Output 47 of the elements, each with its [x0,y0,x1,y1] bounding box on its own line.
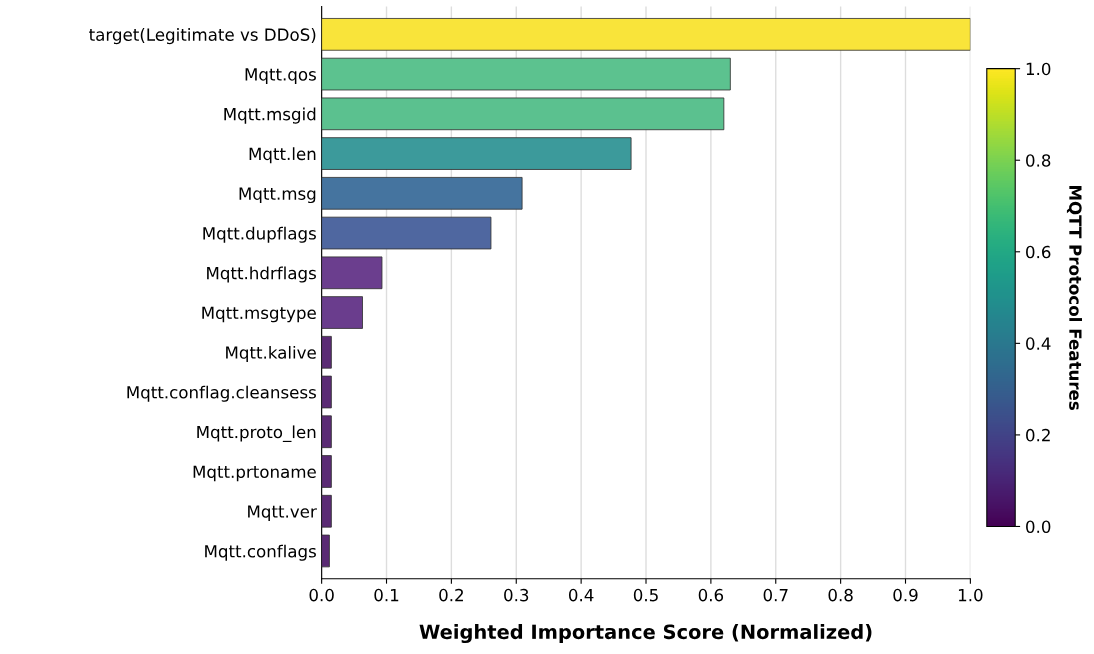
y-tick-label: Mqtt.conflags [205,544,316,561]
x-tick-label: 0.5 [633,588,658,602]
y-tick-label: Mqtt.msgtype [202,306,316,323]
bar [321,18,971,51]
y-tick-label: Mqtt.kalive [226,345,316,363]
x-tick-label: 0.3 [504,588,529,602]
y-tick-label: Mqtt.dupflags [203,226,316,243]
color-bar-label: 1.0 [1026,62,1051,76]
bar [321,494,332,528]
color-bar-label: 0.0 [1026,520,1051,534]
color-bar-label: 0.6 [1026,245,1051,259]
bar [321,415,332,449]
color-bar-title: MQTT Protocol Features [1066,185,1083,410]
y-tick-label: Mqtt.prtoname [193,465,316,482]
bar [321,256,383,290]
bar [321,97,725,131]
x-tick-label: 0.1 [374,588,399,602]
y-tick-label: Mqtt.hdrflags [207,266,316,283]
bar [321,375,332,409]
color-bar-label: 0.2 [1026,428,1050,442]
y-tick-label: target(Legitimate vs DDoS) [89,28,316,45]
x-tick-label: 0.4 [568,588,594,602]
x-tick-label: 0.6 [698,588,724,602]
x-tick-label: 0.9 [893,588,918,602]
bar [321,137,632,170]
x-tick-label: 0.7 [763,588,788,602]
x-axis-title: Weighted Importance Score (Normalized) [419,624,872,644]
color-bar-label: 0.8 [1026,154,1051,167]
x-tick-label: 0.8 [828,588,853,602]
bar [321,216,492,250]
x-tick-label: 0.0 [309,588,334,602]
y-tick-label: Mqtt.qos [245,68,316,84]
color-bar-label: 0.4 [1026,337,1051,350]
bar [321,455,332,488]
y-tick-label: Mqtt.ver [248,505,317,522]
bar [321,57,731,91]
bar [321,296,363,329]
y-tick-label: Mqtt.conflag.cleansess [127,385,316,402]
x-tick-label: 0.2 [439,588,463,602]
bar [321,534,330,568]
bar [321,335,332,369]
y-tick-label: Mqtt.proto_len [197,425,316,443]
y-tick-label: Mqtt.msgid [224,107,316,124]
y-tick-label: Mqtt.msg [239,187,316,204]
bar [321,177,523,210]
y-tick-label: Mqtt.len [249,147,316,164]
x-tick-label: 1.0 [958,588,983,602]
